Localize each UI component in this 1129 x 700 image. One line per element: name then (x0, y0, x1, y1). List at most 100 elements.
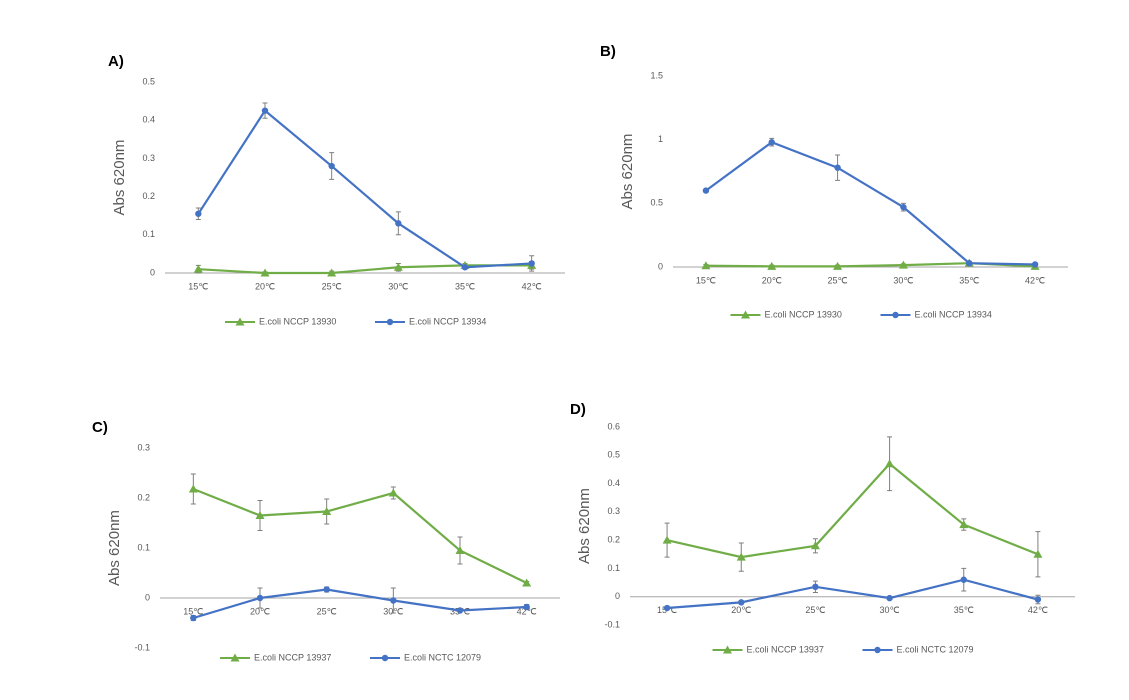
y-tick-label: 0.1 (137, 542, 150, 552)
legend-label: E.coli NCCP 13934 (915, 309, 992, 319)
data-point (966, 259, 973, 267)
y-tick-label: 0.5 (142, 76, 155, 86)
data-point (662, 535, 672, 544)
y-tick-label: 0.4 (142, 115, 155, 125)
y-tick-label: 0 (658, 261, 663, 271)
y-tick-label: 0 (145, 592, 150, 602)
data-point (885, 459, 895, 468)
data-point (193, 264, 203, 273)
x-tick-label: 15℃ (188, 281, 208, 291)
y-axis-label: Abs 620nm (106, 510, 123, 586)
x-tick-label: 42℃ (1028, 605, 1048, 615)
data-point (834, 164, 841, 171)
panel-label: A) (108, 53, 124, 70)
data-point (833, 261, 843, 270)
data-point (663, 604, 671, 612)
panel-label: D) (570, 401, 586, 418)
x-tick-label: 20℃ (250, 606, 270, 616)
data-point (188, 484, 198, 493)
x-tick-label: 15℃ (696, 275, 716, 285)
data-point (195, 210, 202, 217)
data-point (395, 220, 402, 227)
panel-label: B) (600, 43, 616, 60)
data-point (327, 268, 337, 277)
x-tick-label: 42℃ (522, 281, 542, 291)
data-point (322, 507, 332, 515)
data-point (390, 597, 397, 604)
x-tick-label: 25℃ (317, 606, 337, 616)
x-tick-label: 30℃ (388, 281, 408, 291)
y-tick-label: 0.6 (607, 421, 620, 431)
data-point (738, 599, 745, 606)
data-point (260, 268, 270, 277)
legend-label: E.coli NCCP 13937 (747, 644, 824, 654)
data-point (190, 614, 197, 622)
legend-label: E.coli NCCP 13930 (259, 316, 336, 326)
series-line (193, 588, 527, 620)
data-point (528, 260, 535, 267)
data-point (1034, 596, 1042, 603)
legend-marker (723, 645, 732, 654)
data-point (736, 552, 746, 561)
y-tick-label: 0.2 (607, 535, 620, 545)
x-tick-label: 42℃ (1025, 275, 1045, 285)
x-tick-label: 15℃ (183, 606, 203, 616)
y-tick-label: 0.3 (142, 153, 155, 163)
legend-label: E.coli NCTC 12079 (897, 644, 974, 654)
y-tick-label: 0 (150, 267, 155, 277)
y-tick-label: 0.4 (607, 478, 620, 488)
x-tick-label: 25℃ (322, 281, 342, 291)
series-line (666, 462, 1039, 559)
data-point (900, 203, 907, 211)
legend-marker (741, 310, 750, 319)
y-axis-label: Abs 620nm (111, 140, 128, 216)
y-tick-label: 0.3 (607, 506, 620, 516)
x-tick-label: 35℃ (954, 605, 974, 615)
x-tick-label: 35℃ (455, 281, 475, 291)
data-point (261, 107, 269, 114)
legend-marker (235, 317, 245, 326)
x-tick-label: 20℃ (255, 281, 275, 291)
panel-label: C) (92, 419, 108, 436)
x-tick-label: 20℃ (762, 275, 782, 285)
data-point (522, 578, 532, 587)
legend-label: E.coli NCTC 12079 (404, 652, 481, 662)
legend-marker (874, 646, 881, 654)
data-point (255, 511, 265, 519)
y-axis-label: Abs 620nm (576, 488, 593, 564)
x-tick-label: 30℃ (880, 605, 900, 615)
data-point (810, 541, 820, 550)
data-point (701, 261, 711, 270)
data-point (461, 264, 469, 271)
data-point (323, 586, 330, 593)
series-line (705, 140, 1036, 266)
y-tick-label: -0.1 (604, 619, 620, 629)
x-tick-label: 25℃ (828, 275, 848, 285)
legend-marker (386, 318, 394, 326)
y-tick-label: 0.3 (137, 442, 150, 452)
data-point (767, 261, 777, 270)
legend-label: E.coli NCCP 13934 (409, 316, 486, 326)
legend-marker (381, 654, 389, 662)
legend-marker (892, 311, 899, 319)
data-point (898, 260, 908, 269)
data-point (1033, 549, 1043, 558)
data-point (456, 607, 464, 614)
data-point (960, 576, 967, 583)
data-point (256, 594, 264, 602)
series-line (197, 109, 532, 269)
data-point (523, 603, 530, 611)
data-point (768, 139, 775, 146)
data-point (1031, 261, 1039, 268)
data-point (886, 594, 893, 602)
y-tick-label: 0.5 (607, 450, 620, 460)
x-tick-label: 42℃ (517, 606, 537, 616)
data-point (328, 162, 335, 170)
data-point (702, 187, 710, 194)
series-line (666, 578, 1039, 610)
series-line (192, 487, 528, 584)
data-point (388, 488, 398, 497)
y-tick-label: 0.1 (607, 563, 620, 573)
x-tick-label: 25℃ (805, 605, 825, 615)
